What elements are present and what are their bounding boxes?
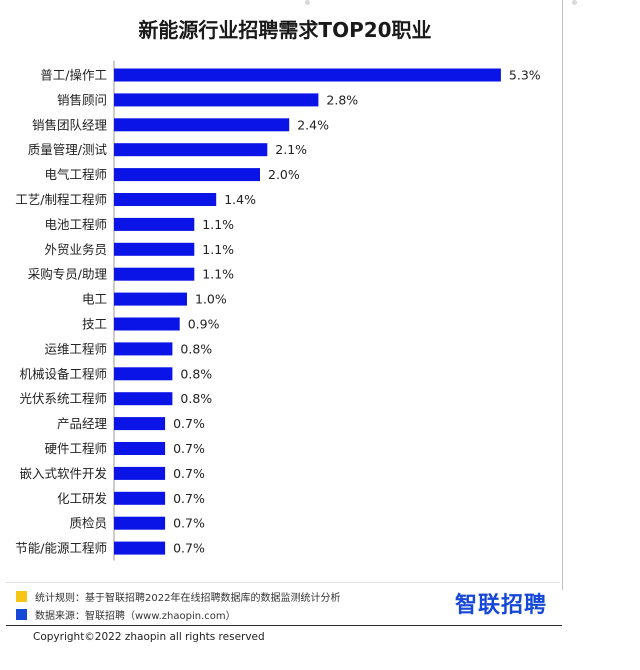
category-label: 产品经理 <box>57 416 108 431</box>
bar <box>114 466 166 480</box>
value-label: 0.7% <box>173 516 205 531</box>
value-label: 1.1% <box>202 217 234 232</box>
top-dot-right <box>572 0 577 5</box>
footer-divider <box>6 625 562 626</box>
bar <box>114 143 268 157</box>
value-label: 0.7% <box>173 541 205 556</box>
footer-notes: 统计规则：基于智联招聘2022年在线招聘数据库的数据监测统计分析 数据来源：智联… <box>6 582 560 629</box>
category-label: 化工研发 <box>57 491 108 506</box>
value-label: 0.7% <box>173 416 205 431</box>
yellow-square-icon <box>16 591 27 602</box>
bar <box>114 541 166 555</box>
value-label: 0.8% <box>180 341 212 356</box>
bar <box>114 168 260 182</box>
category-label: 光伏系统工程师 <box>19 391 107 406</box>
chart-title: 新能源行业招聘需求TOP20职业 <box>138 18 432 42</box>
category-label: 质检员 <box>69 516 107 531</box>
value-label: 2.1% <box>275 142 307 157</box>
top-dot-left <box>305 0 310 5</box>
category-label: 普工/操作工 <box>40 68 107 83</box>
bar <box>114 217 195 231</box>
value-label: 0.8% <box>180 391 212 406</box>
bar <box>114 392 173 406</box>
note-rule: 统计规则：基于智联招聘2022年在线招聘数据库的数据监测统计分析 <box>16 589 340 604</box>
value-label: 1.1% <box>202 267 234 282</box>
bar <box>114 516 166 530</box>
value-label: 0.7% <box>173 491 205 506</box>
bar <box>114 442 166 455</box>
category-label: 销售团队经理 <box>32 117 108 132</box>
bar <box>114 118 290 132</box>
bar <box>114 93 319 107</box>
bar <box>114 342 173 356</box>
bar <box>114 367 173 381</box>
value-label: 0.8% <box>180 366 212 381</box>
category-label: 技工 <box>82 317 107 332</box>
value-label: 0.7% <box>173 466 205 481</box>
category-label: 机械设备工程师 <box>19 366 107 381</box>
note-source-text: 数据来源：智联招聘（www.zhaopin.com） <box>35 611 236 622</box>
bar <box>114 193 217 206</box>
category-label: 销售顾问 <box>57 92 107 107</box>
category-label: 运维工程师 <box>44 341 107 356</box>
value-label: 0.9% <box>188 317 220 332</box>
value-label: 5.3% <box>509 68 541 83</box>
bar <box>114 292 187 306</box>
category-label: 电工 <box>82 292 107 307</box>
value-label: 2.8% <box>326 92 358 107</box>
category-label: 节能/能源工程师 <box>15 541 107 556</box>
category-label: 工艺/制程工程师 <box>15 192 107 207</box>
bar <box>114 317 180 331</box>
category-label: 嵌入式软件开发 <box>19 466 107 481</box>
note-source: 数据来源：智联招聘（www.zhaopin.com） <box>16 607 236 622</box>
bar <box>114 491 166 505</box>
copyright-text: Copyright©2022 zhaopin all rights reserv… <box>33 631 265 643</box>
bar <box>114 242 195 256</box>
value-label: 1.1% <box>202 242 234 257</box>
bar <box>114 267 195 281</box>
bar <box>114 417 166 431</box>
bar <box>114 68 501 82</box>
category-label: 采购专员/助理 <box>28 267 108 282</box>
value-label: 2.4% <box>297 117 329 132</box>
value-label: 1.4% <box>224 192 256 207</box>
category-label: 电气工程师 <box>44 167 107 182</box>
value-label: 1.0% <box>195 292 227 307</box>
category-label: 电池工程师 <box>44 217 107 232</box>
bar-chart: 普工/操作工 5.3% 销售顾问 2.8% 销售团队经理 2.4% 质量管理/测试 2.1% 电… <box>15 60 541 561</box>
value-label: 0.7% <box>173 441 205 456</box>
note-rule-text: 统计规则：基于智联招聘2022年在线招聘数据库的数据监测统计分析 <box>35 593 341 604</box>
blue-square-icon <box>16 609 27 620</box>
zhaopin-logo: 智联招聘 <box>455 593 548 618</box>
right-border-line <box>562 0 563 590</box>
category-label: 质量管理/测试 <box>28 142 108 157</box>
category-label: 外贸业务员 <box>44 242 107 257</box>
value-label: 2.0% <box>268 167 300 182</box>
category-label: 硬件工程师 <box>44 441 107 456</box>
